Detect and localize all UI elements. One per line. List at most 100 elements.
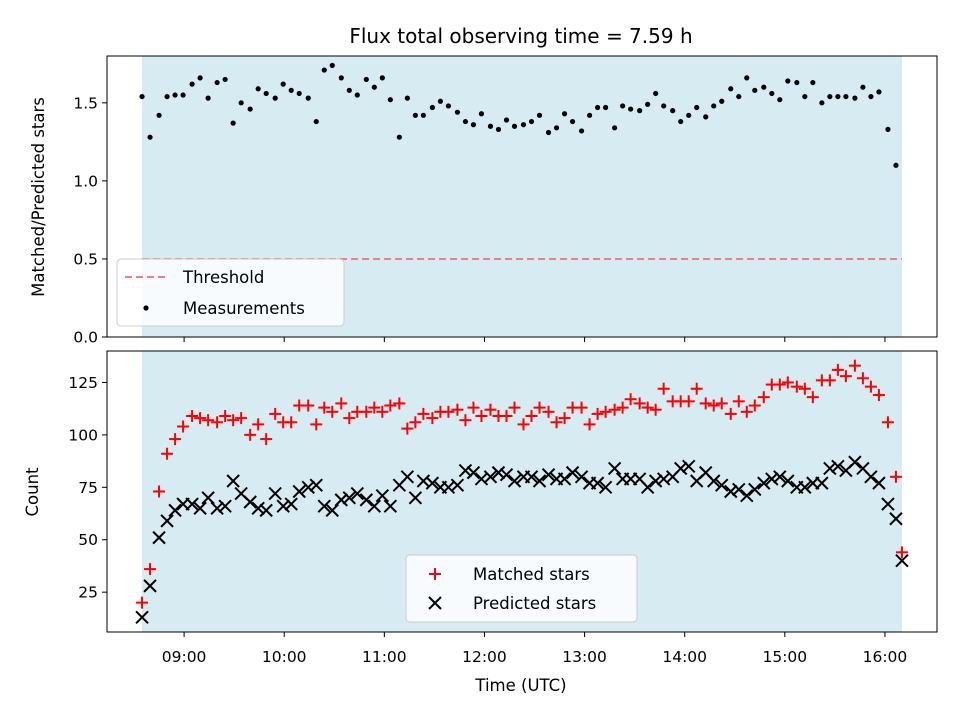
matched-stars-point — [881, 416, 894, 429]
matched-stars-point — [856, 372, 869, 385]
matched-stars-point — [310, 418, 323, 431]
matched-stars-point — [426, 412, 439, 425]
measurements-point — [321, 67, 327, 73]
matched-stars-point — [194, 412, 207, 425]
y-tick-label: 25 — [78, 584, 98, 602]
matched-stars-point — [285, 416, 298, 429]
measurements-point — [503, 117, 510, 123]
matched-stars-point — [384, 399, 397, 412]
predicted-stars-point — [798, 480, 812, 495]
matched-stars-point — [169, 433, 182, 446]
predicted-stars-point — [185, 497, 199, 511]
predicted-stars-point — [218, 499, 232, 513]
measurements-point — [637, 108, 643, 114]
measurements-point — [860, 84, 866, 90]
predicted-stars-point — [309, 478, 323, 492]
predicted-stars-point — [707, 474, 721, 488]
measurements-point — [686, 112, 692, 118]
predicted-stars-point — [400, 470, 415, 484]
matched-stars-point — [740, 405, 753, 418]
y-tick-label: 75 — [78, 479, 98, 497]
panel-ratio-frame — [106, 55, 938, 338]
matched-stars-point — [202, 414, 215, 427]
measurements-point — [214, 79, 220, 86]
matched-stars-point — [649, 403, 662, 416]
measurements-point — [612, 125, 618, 131]
measurements-point — [885, 126, 891, 132]
measurements-point — [769, 90, 775, 97]
legend-predicted-label: Predicted stars — [473, 594, 596, 613]
measurements-point — [420, 112, 426, 118]
matched-stars-point — [641, 401, 654, 414]
measurements-point — [412, 112, 418, 118]
measurements-point — [346, 87, 352, 93]
measurements-point — [835, 93, 841, 100]
measurements-point — [528, 118, 535, 125]
measurements-point — [288, 87, 294, 93]
matched-stars-point — [244, 428, 257, 441]
matched-stars-point — [517, 418, 530, 431]
matched-stars-point — [525, 410, 538, 423]
legend-matched-label: Matched stars — [473, 565, 590, 584]
matched-stars-point — [144, 563, 157, 576]
measurements-point — [893, 162, 899, 168]
matched-stars-point — [368, 401, 381, 414]
predicted-stars-point — [765, 472, 779, 486]
matched-stars-point — [699, 397, 712, 410]
x-tick-label: 15:00 — [762, 648, 807, 666]
matched-stars-point — [657, 382, 670, 395]
measurements-point — [172, 92, 178, 98]
y-tick-label: 125 — [68, 374, 98, 392]
measurements-point — [329, 62, 335, 68]
panel-counts-frame — [106, 350, 938, 633]
legend-threshold-label: Threshold — [182, 268, 264, 287]
matched-stars-point — [260, 433, 273, 446]
measurements-point — [744, 75, 750, 81]
legend-matched-swatch — [429, 568, 441, 580]
matched-stars-point — [895, 546, 908, 559]
predicted-stars-point — [458, 463, 473, 478]
matched-stars-point — [690, 382, 703, 395]
measurements-point — [338, 75, 344, 81]
matched-stars-point — [633, 397, 646, 410]
matched-stars-point — [707, 399, 720, 412]
measurements-point — [520, 122, 527, 128]
measurements-point — [645, 101, 651, 107]
matched-stars-point — [376, 405, 389, 418]
matched-stars-point — [823, 374, 836, 387]
matched-stars-point — [715, 397, 728, 410]
y-tick-label: 100 — [68, 426, 98, 444]
predicted-stars-point — [598, 480, 613, 495]
matched-stars-point — [864, 380, 877, 393]
matched-stars-point — [153, 485, 166, 498]
predicted-stars-point — [532, 474, 547, 488]
x-axis-label: Time (UTC) — [474, 676, 566, 695]
matched-stars-point — [550, 416, 563, 429]
measurements-point — [379, 75, 385, 81]
matched-stars-point — [186, 410, 199, 423]
predicted-stars-point — [317, 499, 331, 513]
measurements-point — [794, 79, 800, 86]
matched-stars-point — [343, 412, 356, 425]
measurements-point — [371, 84, 377, 90]
matched-stars-point — [591, 407, 604, 420]
matched-stars-point — [318, 401, 331, 414]
matched-stars-point — [682, 395, 695, 408]
predicted-stars-point — [152, 530, 166, 545]
matched-stars-point — [302, 399, 315, 412]
matched-stars-point — [252, 418, 265, 431]
legend-predicted-swatch — [428, 596, 442, 610]
predicted-stars-point — [135, 610, 149, 625]
measurements-point — [569, 118, 576, 125]
predicted-stars-point — [732, 482, 746, 497]
predicted-stars-point — [740, 488, 754, 503]
measurements-point — [272, 95, 278, 101]
measurements-point — [752, 87, 758, 93]
measurements-point — [470, 122, 477, 128]
predicted-stars-point — [815, 476, 829, 490]
predicted-stars-point — [226, 474, 240, 488]
predicted-stars-point — [210, 501, 224, 515]
measurements-point — [694, 104, 700, 111]
predicted-stars-point — [864, 470, 878, 484]
predicted-stars-point — [872, 476, 886, 490]
